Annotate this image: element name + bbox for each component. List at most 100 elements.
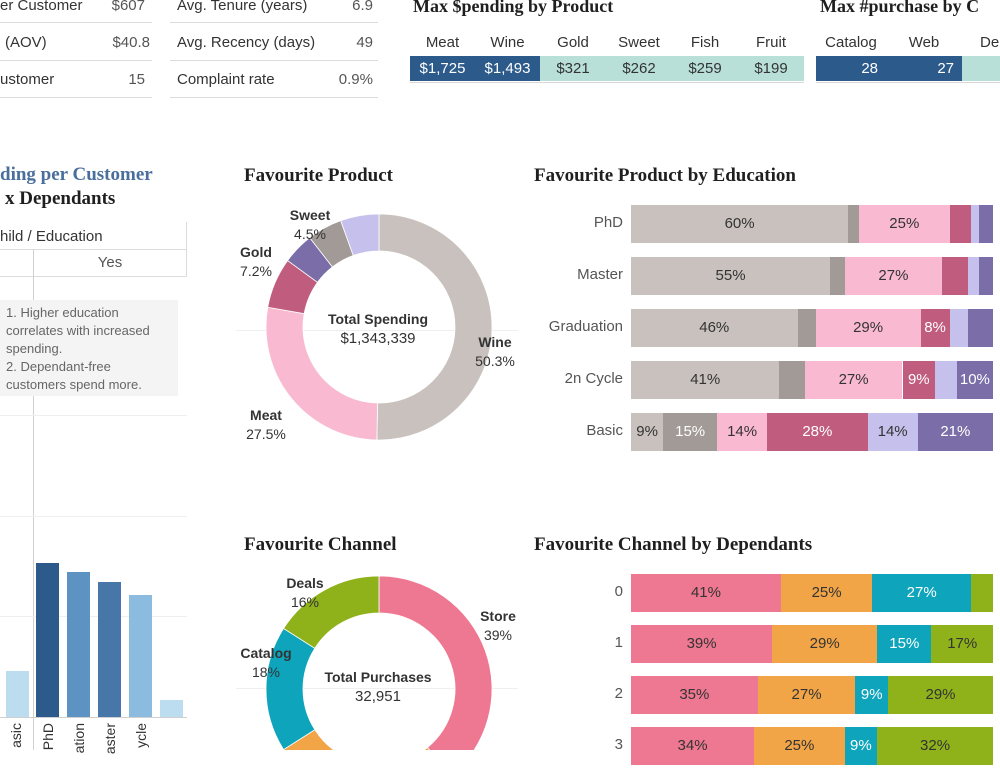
divider [410, 82, 804, 83]
row-label: 3 [614, 736, 623, 753]
divider [0, 22, 152, 23]
spending-header: hild / Education [0, 228, 103, 245]
divider [170, 22, 378, 23]
divider [0, 60, 152, 61]
divider [0, 249, 187, 250]
divider [170, 60, 378, 61]
bar-segment [978, 257, 993, 295]
kpi-label: Complaint rate [177, 71, 275, 88]
max-spending-header: Fruit [756, 34, 786, 51]
kpi-mid-1: Avg. Tenure (years) 6.9 [177, 0, 373, 14]
bar-segment: 8% [920, 309, 950, 347]
panel-border [186, 222, 187, 276]
max-spending-cell: $1,493 [475, 56, 540, 81]
channel-donut-chart [265, 575, 493, 750]
bar-segment: 28% [767, 413, 868, 451]
spending-bar-basic-left [6, 671, 29, 717]
spending-bar [129, 594, 152, 717]
bar-segment: 14% [867, 413, 918, 451]
bar-segment: 14% [717, 413, 768, 451]
max-purchase-title: Max #purchase by C [820, 0, 980, 16]
row-label: 2n Cycle [564, 370, 623, 387]
bar-segment: 39% [631, 625, 773, 663]
bar-segment [971, 205, 979, 243]
kpi-label: (AOV) [5, 34, 47, 51]
label-name: Wine [478, 334, 512, 350]
row-label: Master [577, 266, 623, 283]
bar-segment: 34% [631, 727, 755, 765]
label-store: Store 39% [470, 607, 526, 645]
gridline [236, 330, 518, 331]
kpi-mid-3: Complaint rate 0.9% [177, 71, 373, 88]
gridline [0, 516, 187, 517]
bar-segment [797, 309, 816, 347]
spending-bar [98, 581, 121, 717]
label-wine: Wine 50.3% [466, 333, 524, 371]
spending-bar [160, 700, 183, 717]
bar-segment [935, 361, 957, 399]
center-value: $1,343,339 [340, 330, 416, 347]
bar-segment: 32% [877, 727, 993, 765]
fav-product-edu-title: Favourite Product by Education [534, 165, 796, 186]
label-pct: 27.5% [246, 426, 286, 442]
center-label: Total Spending $1,343,339 [318, 310, 438, 348]
x-tick-label: aster [102, 723, 118, 755]
bar-segment: 46% [631, 309, 798, 347]
bar-segment [942, 257, 968, 295]
kpi-value: 15 [128, 71, 145, 88]
kpi-label: Avg. Recency (days) [177, 34, 316, 51]
bar-segment: 21% [917, 413, 993, 451]
axis-line [0, 717, 187, 718]
max-spending-header: Fish [690, 34, 720, 51]
label-pct: 50.3% [475, 353, 515, 369]
max-purchase-cell: 27 [886, 56, 962, 81]
kpi-value: $607 [111, 0, 145, 14]
max-spending-header: Meat [425, 34, 460, 51]
fav-channel-title: Favourite Channel [244, 534, 397, 555]
kpi-value: 49 [356, 34, 373, 51]
bar-segment: 35% [631, 676, 758, 714]
kpi-value: 0.9% [338, 71, 373, 88]
row-label: PhD [593, 214, 623, 231]
max-spending-cell: $321 [540, 56, 606, 81]
bar-segment: 9% [902, 361, 936, 399]
bar-segment: 10% [956, 361, 993, 399]
bar-segment [848, 205, 860, 243]
insight-note: 1. Higher education correlates with incr… [0, 300, 178, 396]
gridline [0, 415, 187, 416]
center-title: Total Purchases [324, 669, 432, 685]
bar-segment: 25% [859, 205, 950, 243]
max-purchase-header: De [980, 34, 1000, 51]
bar-segment [978, 205, 993, 243]
insight-1: 1. Higher education correlates with incr… [6, 305, 150, 356]
kpi-left-3: ustomer 15 [0, 71, 150, 88]
kpi-label: ustomer [0, 71, 55, 88]
bar-segment: 27% [757, 676, 856, 714]
fav-channel-dep-title: Favourite Channel by Dependants [534, 534, 813, 555]
label-name: Sweet [289, 207, 331, 223]
bar-segment [830, 257, 845, 295]
row-label: 1 [614, 634, 623, 651]
label-name: Meat [250, 407, 282, 423]
row-label: 0 [614, 583, 623, 600]
spending-title-line1: ding per Customer [0, 164, 153, 185]
bar-segment: 29% [772, 625, 878, 663]
center-value: 32,951 [355, 688, 401, 705]
channel-slice [283, 575, 380, 649]
bar-segment: 25% [754, 727, 845, 765]
x-tick-label: asic [8, 723, 24, 748]
product-donut-chart [265, 213, 493, 441]
kpi-label: Avg. Tenure (years) [177, 0, 308, 14]
label-catalog: Catalog 18% [234, 644, 298, 682]
center-label: Total Purchases 32,951 [318, 668, 438, 706]
insight-2: 2. Dependant-free customers spend more. [6, 359, 142, 392]
bar-segment: 15% [877, 625, 932, 663]
max-spending-cell: $199 [738, 56, 804, 81]
kpi-value: 6.9 [352, 0, 373, 14]
max-purchase-cell: 28 [816, 56, 886, 81]
spending-title-line2: x Dependants [5, 188, 116, 209]
label-name: Catalog [240, 645, 292, 661]
label-pct: 16% [290, 594, 320, 610]
kpi-value: $40.8 [112, 34, 150, 51]
bar-segment [967, 257, 979, 295]
